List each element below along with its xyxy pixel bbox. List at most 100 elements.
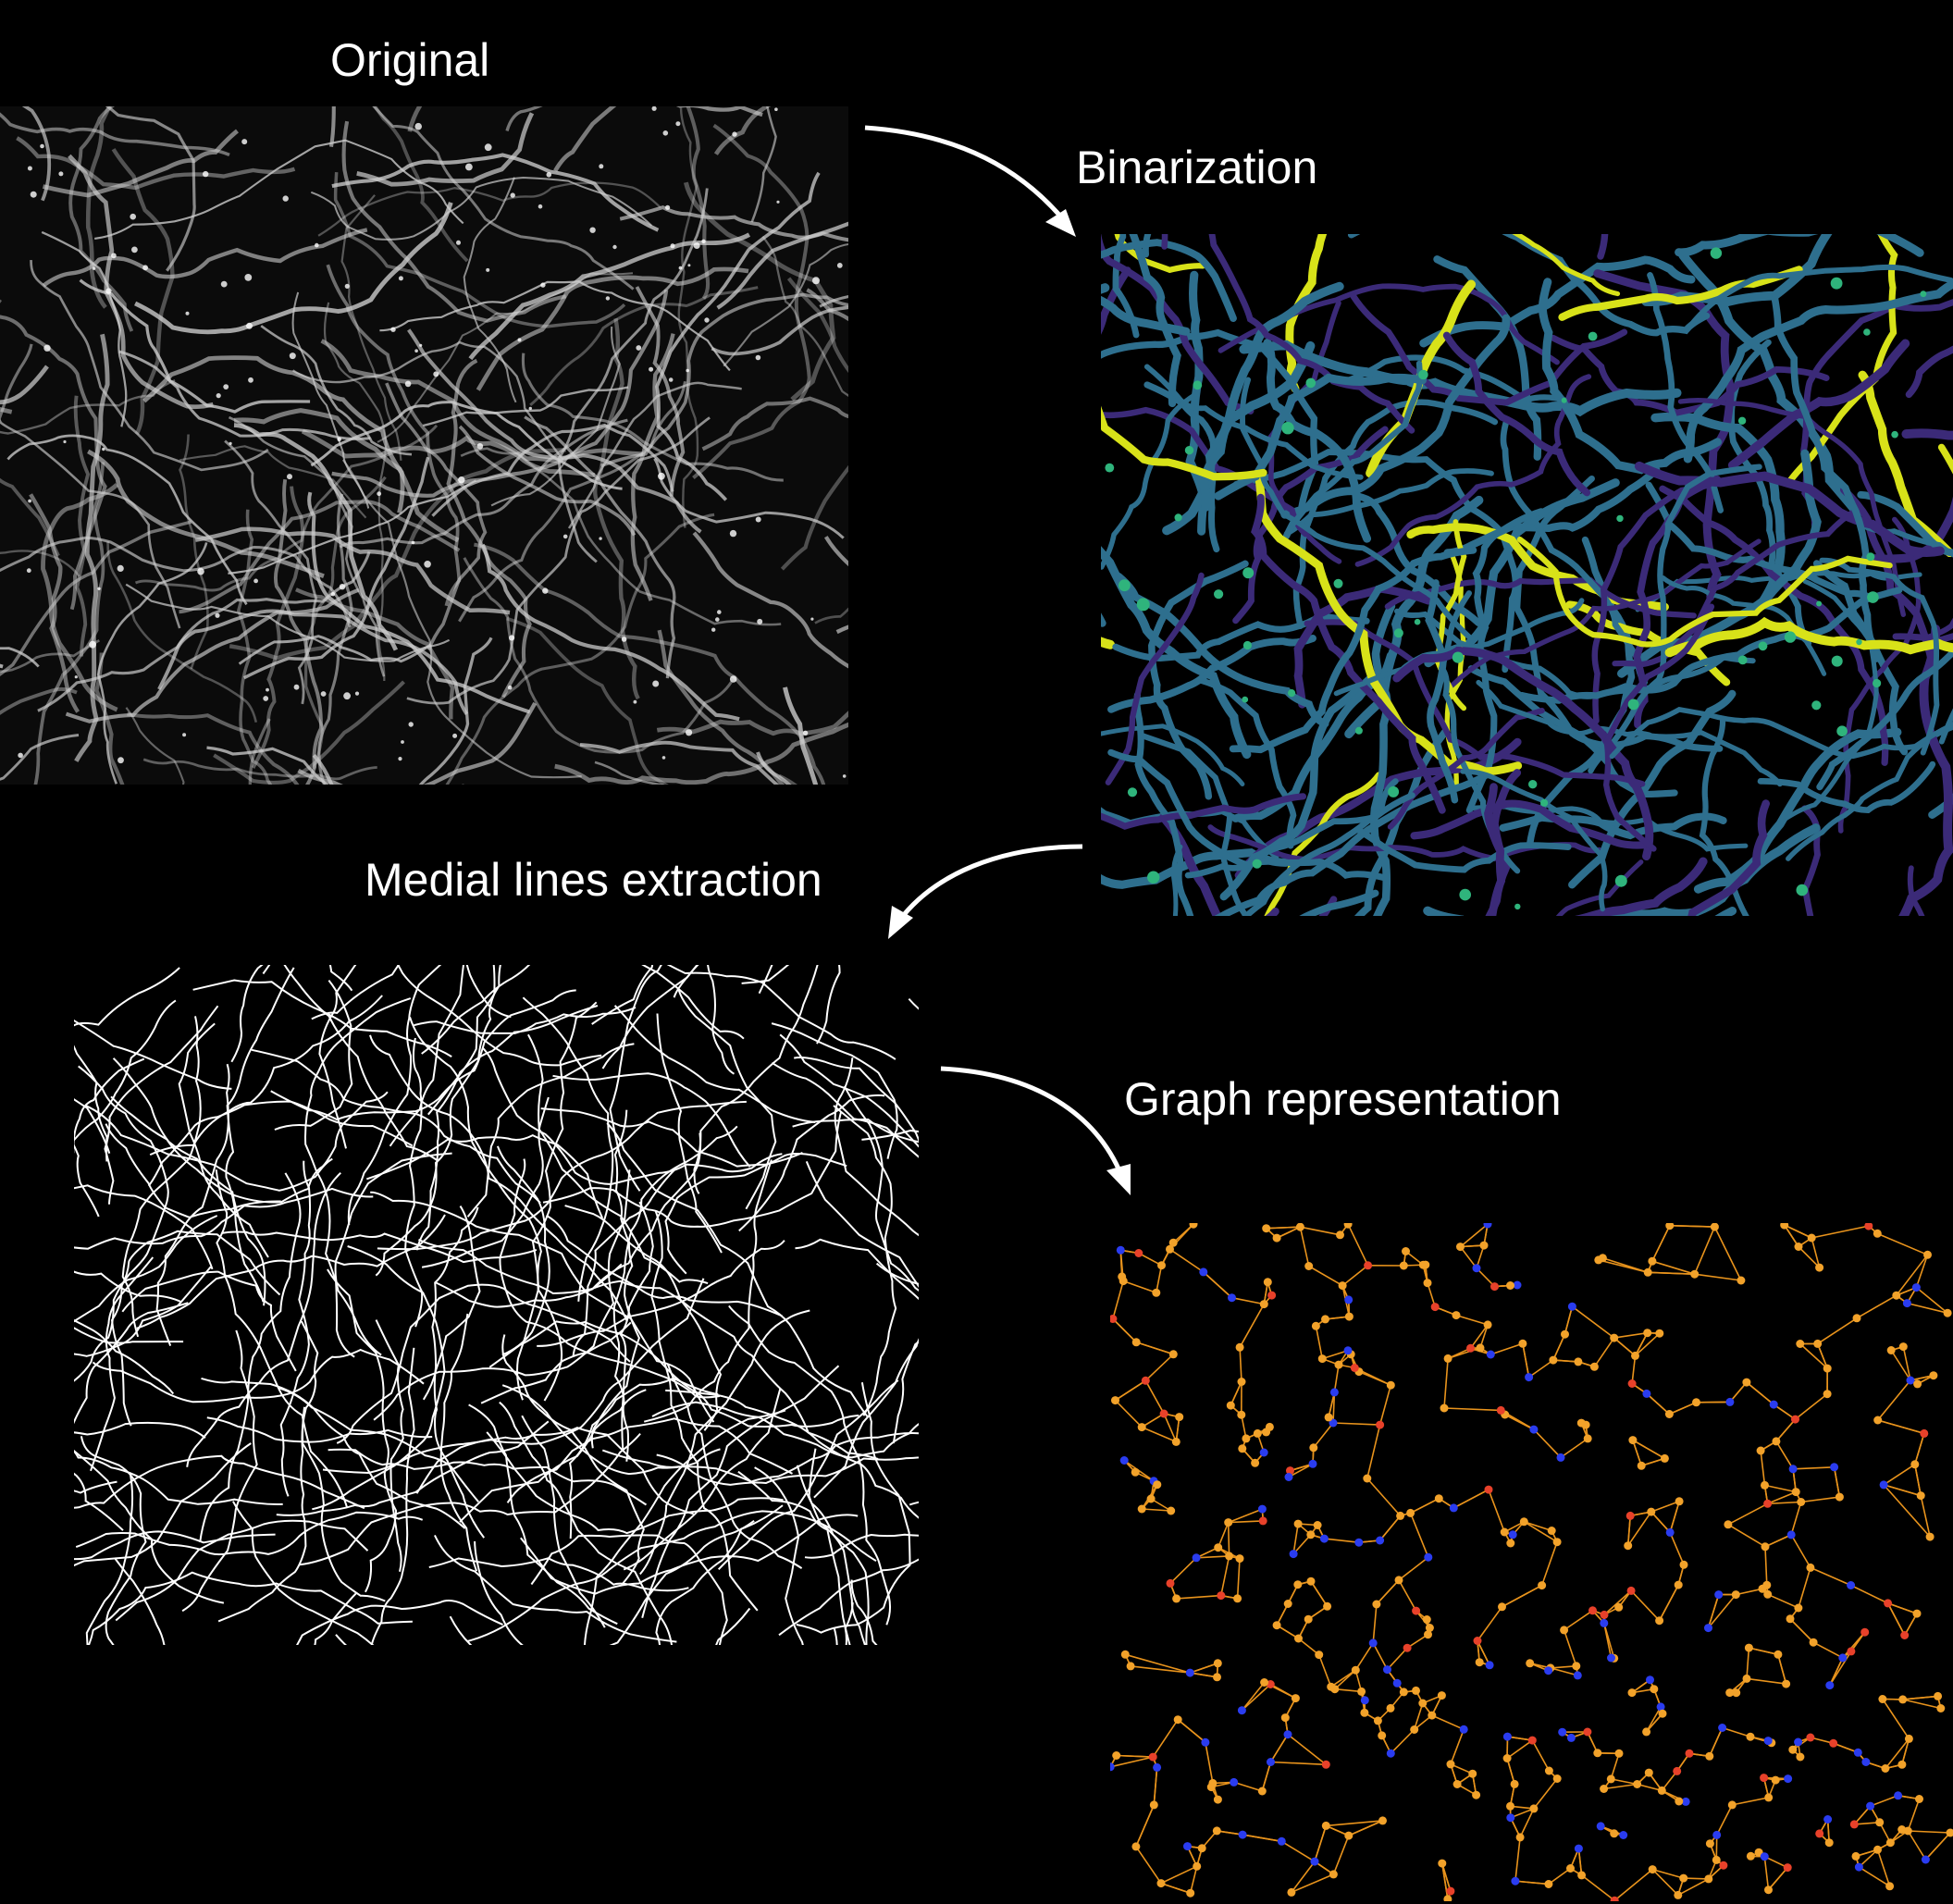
graph-node [1259,1300,1268,1309]
original-bright-spot [836,263,843,268]
original-fiber [42,228,368,288]
graph-edge [1354,1642,1374,1671]
original-bright-spot [658,472,665,480]
graph-edge [1119,1250,1123,1277]
graph-node [1272,1233,1281,1243]
medial-line [542,1111,843,1228]
original-fiber [356,112,535,187]
original-fiber [317,493,353,785]
medial-line [74,1187,374,1250]
original-fiber [0,112,230,157]
graph-node [1208,1778,1218,1787]
graph-node [1286,1466,1294,1476]
graph-node [1428,1711,1437,1720]
graph-node [1321,1760,1330,1769]
graph-edge [1169,1557,1197,1584]
graph-edge [1141,1426,1177,1443]
graph-edge [1310,1580,1329,1607]
original-bright-spot [774,107,778,111]
medial-line [74,1098,111,1154]
medial-line [613,1005,816,1123]
binarized-hotspot [1830,277,1843,290]
medial-line [74,1045,108,1162]
graph-edge [1651,1869,1679,1896]
binarized-fiber [1170,844,1183,916]
graph-node [1235,1342,1244,1352]
graph-edge [1669,1501,1680,1533]
graph-node [1794,1243,1803,1251]
graph-node [1847,1581,1856,1589]
original-fiber [339,418,628,549]
graph-node [1386,1749,1395,1758]
graph-node [1242,1434,1251,1443]
medial-line [655,1504,784,1645]
graph-node [1852,1314,1861,1323]
graph-node [1412,1606,1421,1615]
graph-node [1383,1665,1391,1675]
binarized-hotspot [1856,638,1862,646]
original-fiber [134,202,453,335]
graph-edge [1144,1354,1174,1381]
original-bright-spot [142,265,149,271]
graph-node [1284,1473,1293,1481]
binarized-fiber [1232,449,1519,674]
graph-node [1829,1738,1838,1748]
graph-edge [1593,1337,1615,1367]
original-fiber [42,129,240,198]
original-fiber [529,286,759,407]
original-fiber [474,542,826,785]
binarized-hotspot [1920,291,1927,298]
graph-node [1923,1250,1932,1259]
original-bright-spot [40,143,44,149]
graph-edge [1315,1326,1324,1359]
medial-line [816,965,841,1045]
medial-line [370,1347,415,1645]
original-fiber [179,434,209,670]
graph-node [1637,1461,1646,1470]
graph-node [1217,1591,1226,1601]
original-fiber [372,106,469,263]
graph-edge [1632,1440,1642,1466]
graph-node [1610,1333,1619,1342]
original-bright-spot [668,377,674,382]
graph-edge [1746,1648,1750,1679]
medial-line [474,1540,524,1645]
original-fiber [228,479,476,575]
original-bright-spot [711,627,716,632]
medial-line [404,1037,424,1328]
graph-edge [1800,1496,1840,1503]
graph-node [1912,1609,1922,1618]
binarized-fiber [1905,345,1953,399]
original-bright-spot [26,568,31,574]
binarized-fiber [1485,769,1522,916]
graph-node [1137,1423,1146,1432]
graph-node [1166,1244,1174,1254]
graph-node [1854,1862,1863,1872]
medial-line [468,1403,618,1626]
graph-node [1679,1873,1688,1883]
original-fiber [29,493,80,713]
binarized-fiber [1433,519,1467,711]
graph-node [1727,1800,1737,1810]
graph-node [1330,1685,1340,1694]
graph-node [1786,1614,1795,1624]
binarized-hotspot [1796,884,1809,896]
graph-edge [1669,1224,1715,1228]
graph-node [1561,1329,1569,1339]
graph-edge [1531,1739,1551,1772]
graph-node [1925,1532,1934,1541]
original-fiber [656,711,848,736]
binarized-fiber [1518,587,1903,704]
graph-edge [1634,1332,1649,1356]
graph-edge [1767,1501,1801,1505]
original-bright-spot [424,561,431,568]
graph-node [1410,1725,1419,1734]
graph-node [1237,1378,1246,1386]
graph-edge [1707,1594,1720,1628]
medial-line [206,1416,433,1443]
medial-line [328,965,353,992]
graph-edge [1693,1226,1716,1275]
medial-line [643,1159,773,1423]
original-fiber [567,381,742,529]
graph-edge [1810,1566,1851,1587]
